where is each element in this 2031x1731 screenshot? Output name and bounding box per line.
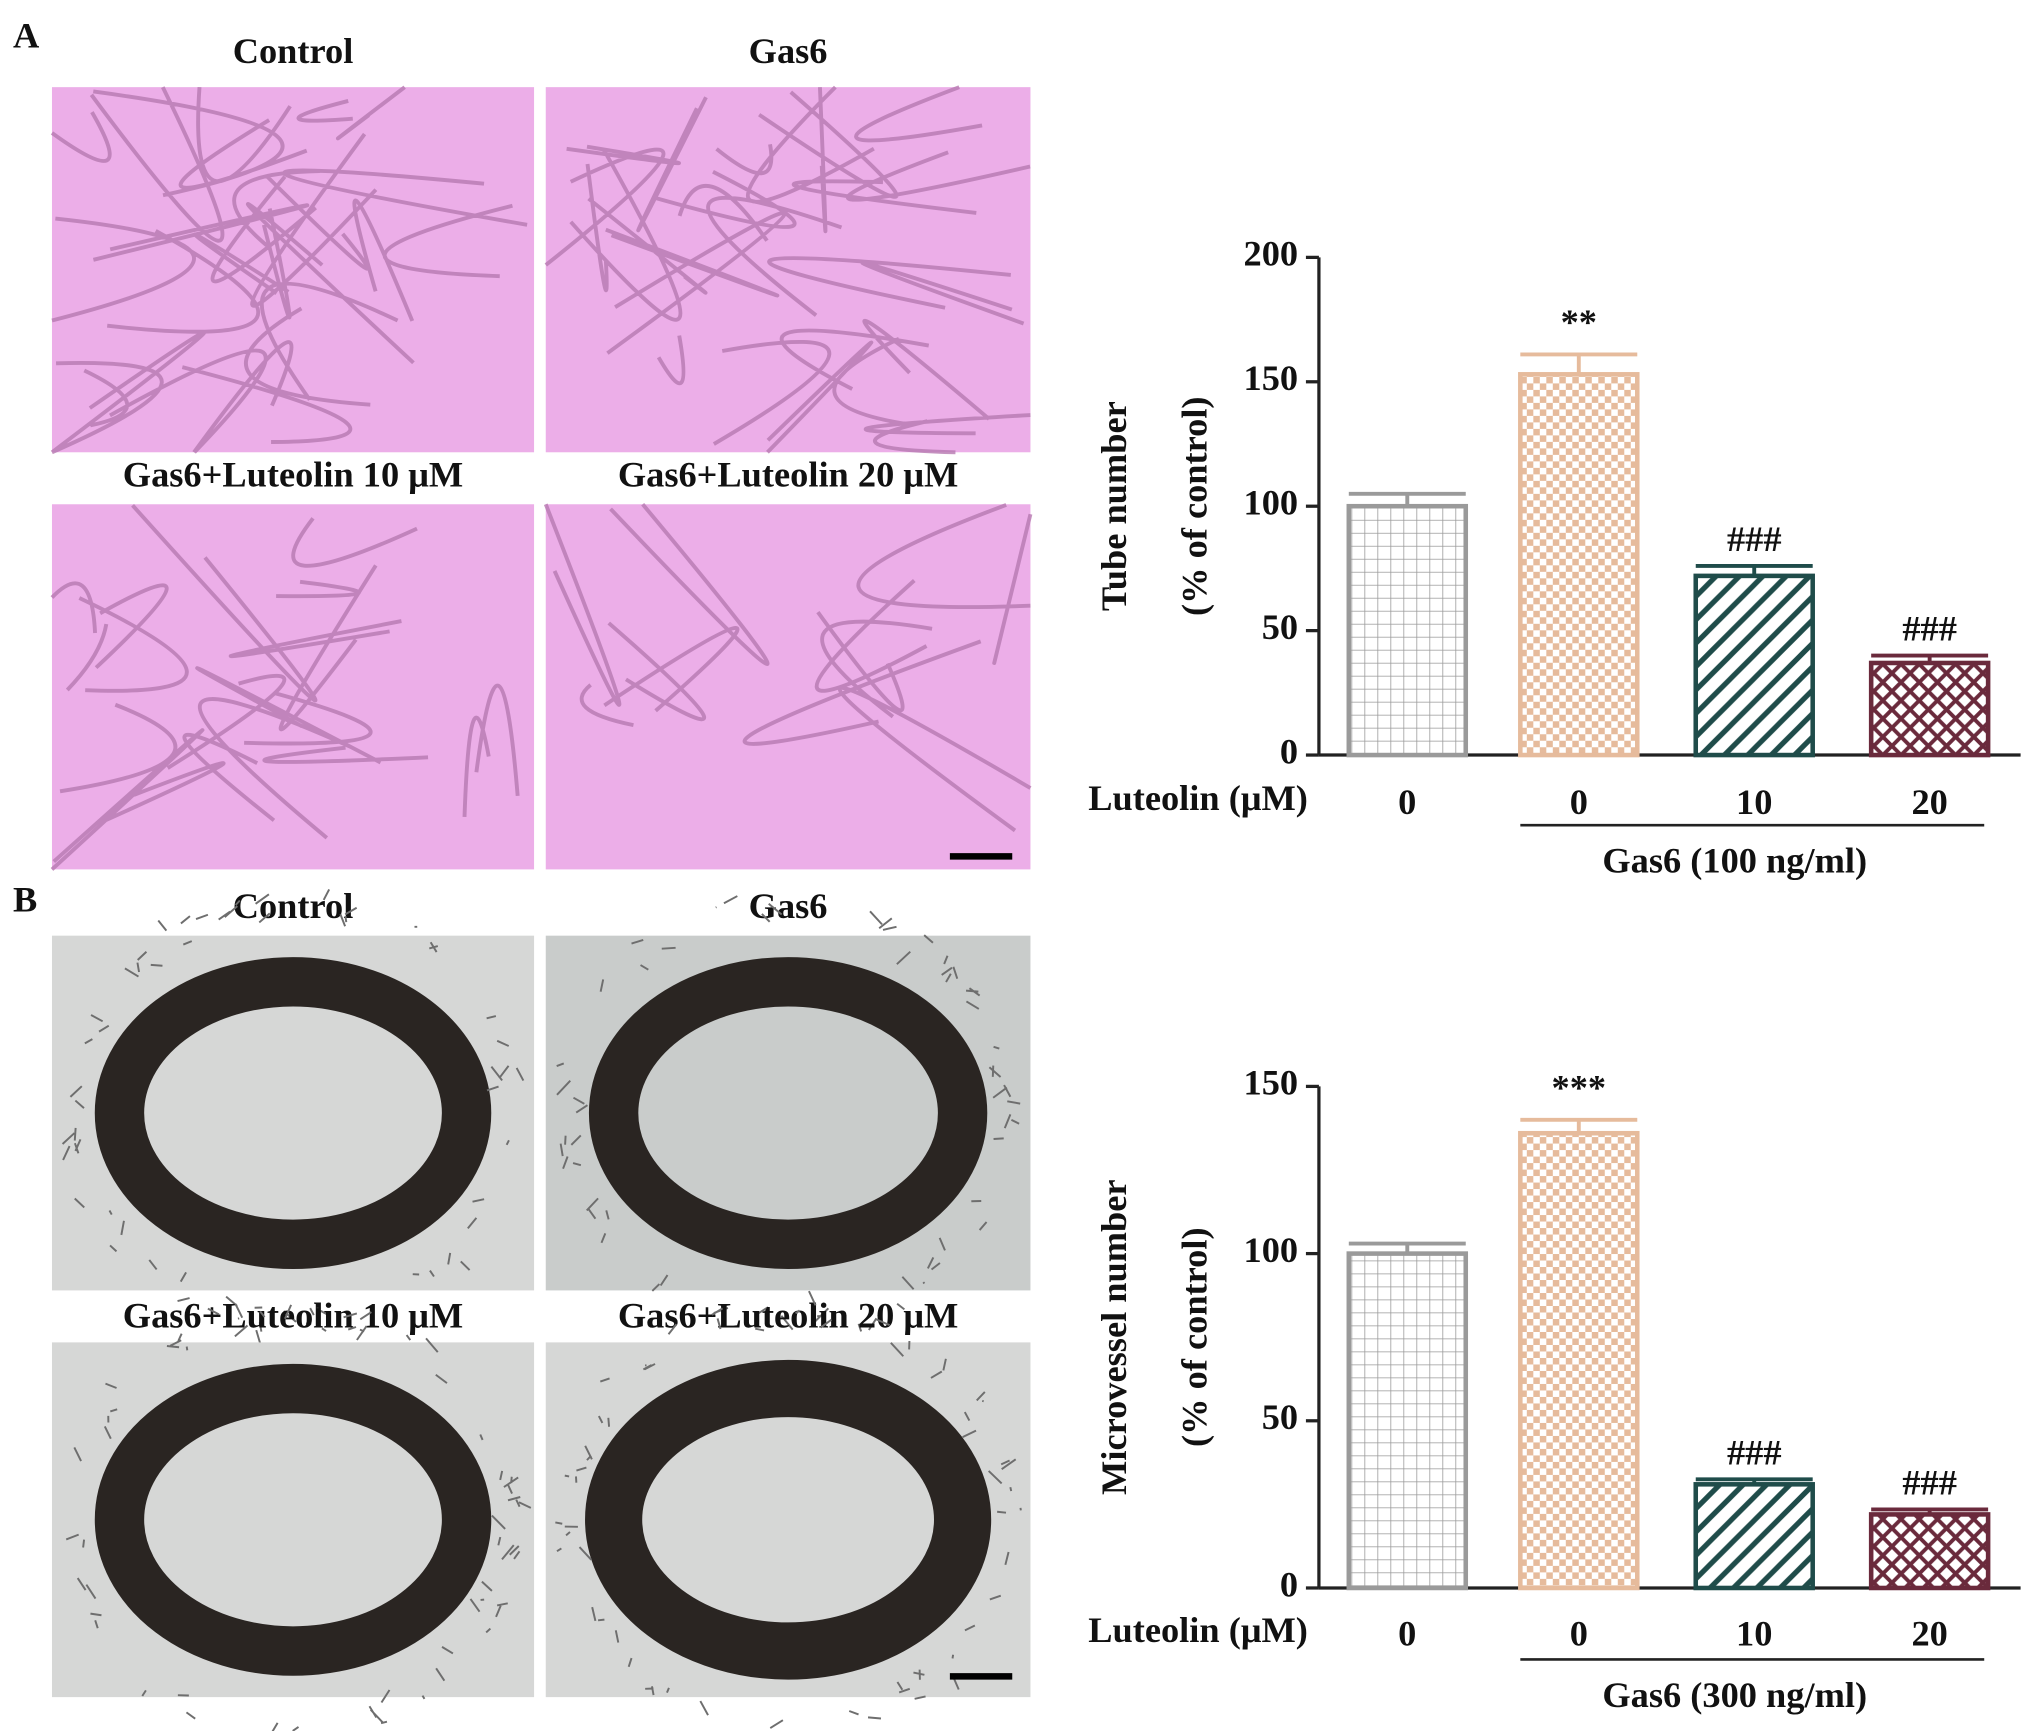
microvessels <box>556 895 1021 1332</box>
image-caption: Gas6 <box>749 31 828 71</box>
y-tick-label: 100 <box>1244 1230 1299 1270</box>
image-caption: Gas6+Luteolin 10 μM <box>123 1295 463 1335</box>
image-caption: Gas6+Luteolin 10 μM <box>123 455 463 495</box>
image-caption: Gas6+Luteolin 20 μM <box>618 455 958 495</box>
bar <box>1693 1482 1815 1591</box>
y-tick-label: 50 <box>1262 607 1298 647</box>
image-caption: Gas6 <box>749 886 828 926</box>
significance: ### <box>1727 1432 1782 1472</box>
bar <box>1346 1251 1469 1591</box>
panel-label: A <box>13 15 39 55</box>
bar <box>1868 660 1991 758</box>
x-tick-label: 0 <box>1570 1614 1588 1654</box>
bar <box>1868 1512 1991 1591</box>
x-tick-label: 0 <box>1398 1614 1416 1654</box>
micrograph <box>545 504 1031 870</box>
microvessels <box>555 1290 1022 1729</box>
x-tick-label: 20 <box>1911 782 1947 822</box>
y-axis-label: Microvessel number <box>1094 1179 1134 1495</box>
group-label: Gas6 (300 ng/ml) <box>1602 1675 1867 1715</box>
significance: ### <box>1902 608 1957 648</box>
significance: ### <box>1727 519 1782 559</box>
significance: ### <box>1902 1462 1957 1502</box>
significance: ** <box>1561 302 1597 342</box>
significance: *** <box>1552 1068 1607 1108</box>
group-label: Gas6 (100 ng/ml) <box>1602 841 1867 881</box>
y-tick-label: 100 <box>1244 483 1299 523</box>
y-tick-label: 200 <box>1244 234 1299 274</box>
tube-network <box>544 85 1031 455</box>
tube-network <box>50 85 528 455</box>
microvessels <box>65 1303 532 1731</box>
image-caption: Gas6+Luteolin 20 μM <box>618 1295 958 1335</box>
microvessels <box>61 888 525 1344</box>
y-tick-label: 50 <box>1262 1397 1298 1437</box>
image-caption: Control <box>233 886 354 926</box>
aortic-ring <box>94 1363 492 1676</box>
x-tick-label: 20 <box>1911 1614 1947 1654</box>
y-tick-label: 150 <box>1244 358 1299 398</box>
aortic-ring <box>588 957 988 1269</box>
row-label: Luteolin (μM) <box>1088 778 1308 818</box>
y-tick-label: 0 <box>1280 731 1298 771</box>
aortic-ring <box>585 1359 992 1680</box>
image-caption: Control <box>233 31 354 71</box>
tube-network <box>543 503 1033 833</box>
bar <box>1518 372 1640 758</box>
row-label: Luteolin (μM) <box>1088 1610 1308 1650</box>
x-tick-label: 10 <box>1736 1614 1772 1654</box>
x-tick-label: 0 <box>1570 782 1588 822</box>
tube-network <box>50 504 520 871</box>
y-axis-label: (% of control) <box>1174 1227 1214 1447</box>
x-tick-label: 0 <box>1398 782 1416 822</box>
y-tick-label: 0 <box>1280 1564 1298 1604</box>
aortic-ring <box>94 957 492 1269</box>
y-axis-label: Tube number <box>1094 401 1134 611</box>
bar <box>1346 503 1469 758</box>
panel-label: B <box>13 880 37 920</box>
x-tick-label: 10 <box>1736 782 1772 822</box>
y-axis-label: (% of control) <box>1174 396 1214 616</box>
bar <box>1693 573 1815 758</box>
y-tick-label: 150 <box>1244 1063 1299 1103</box>
bar <box>1518 1130 1640 1591</box>
